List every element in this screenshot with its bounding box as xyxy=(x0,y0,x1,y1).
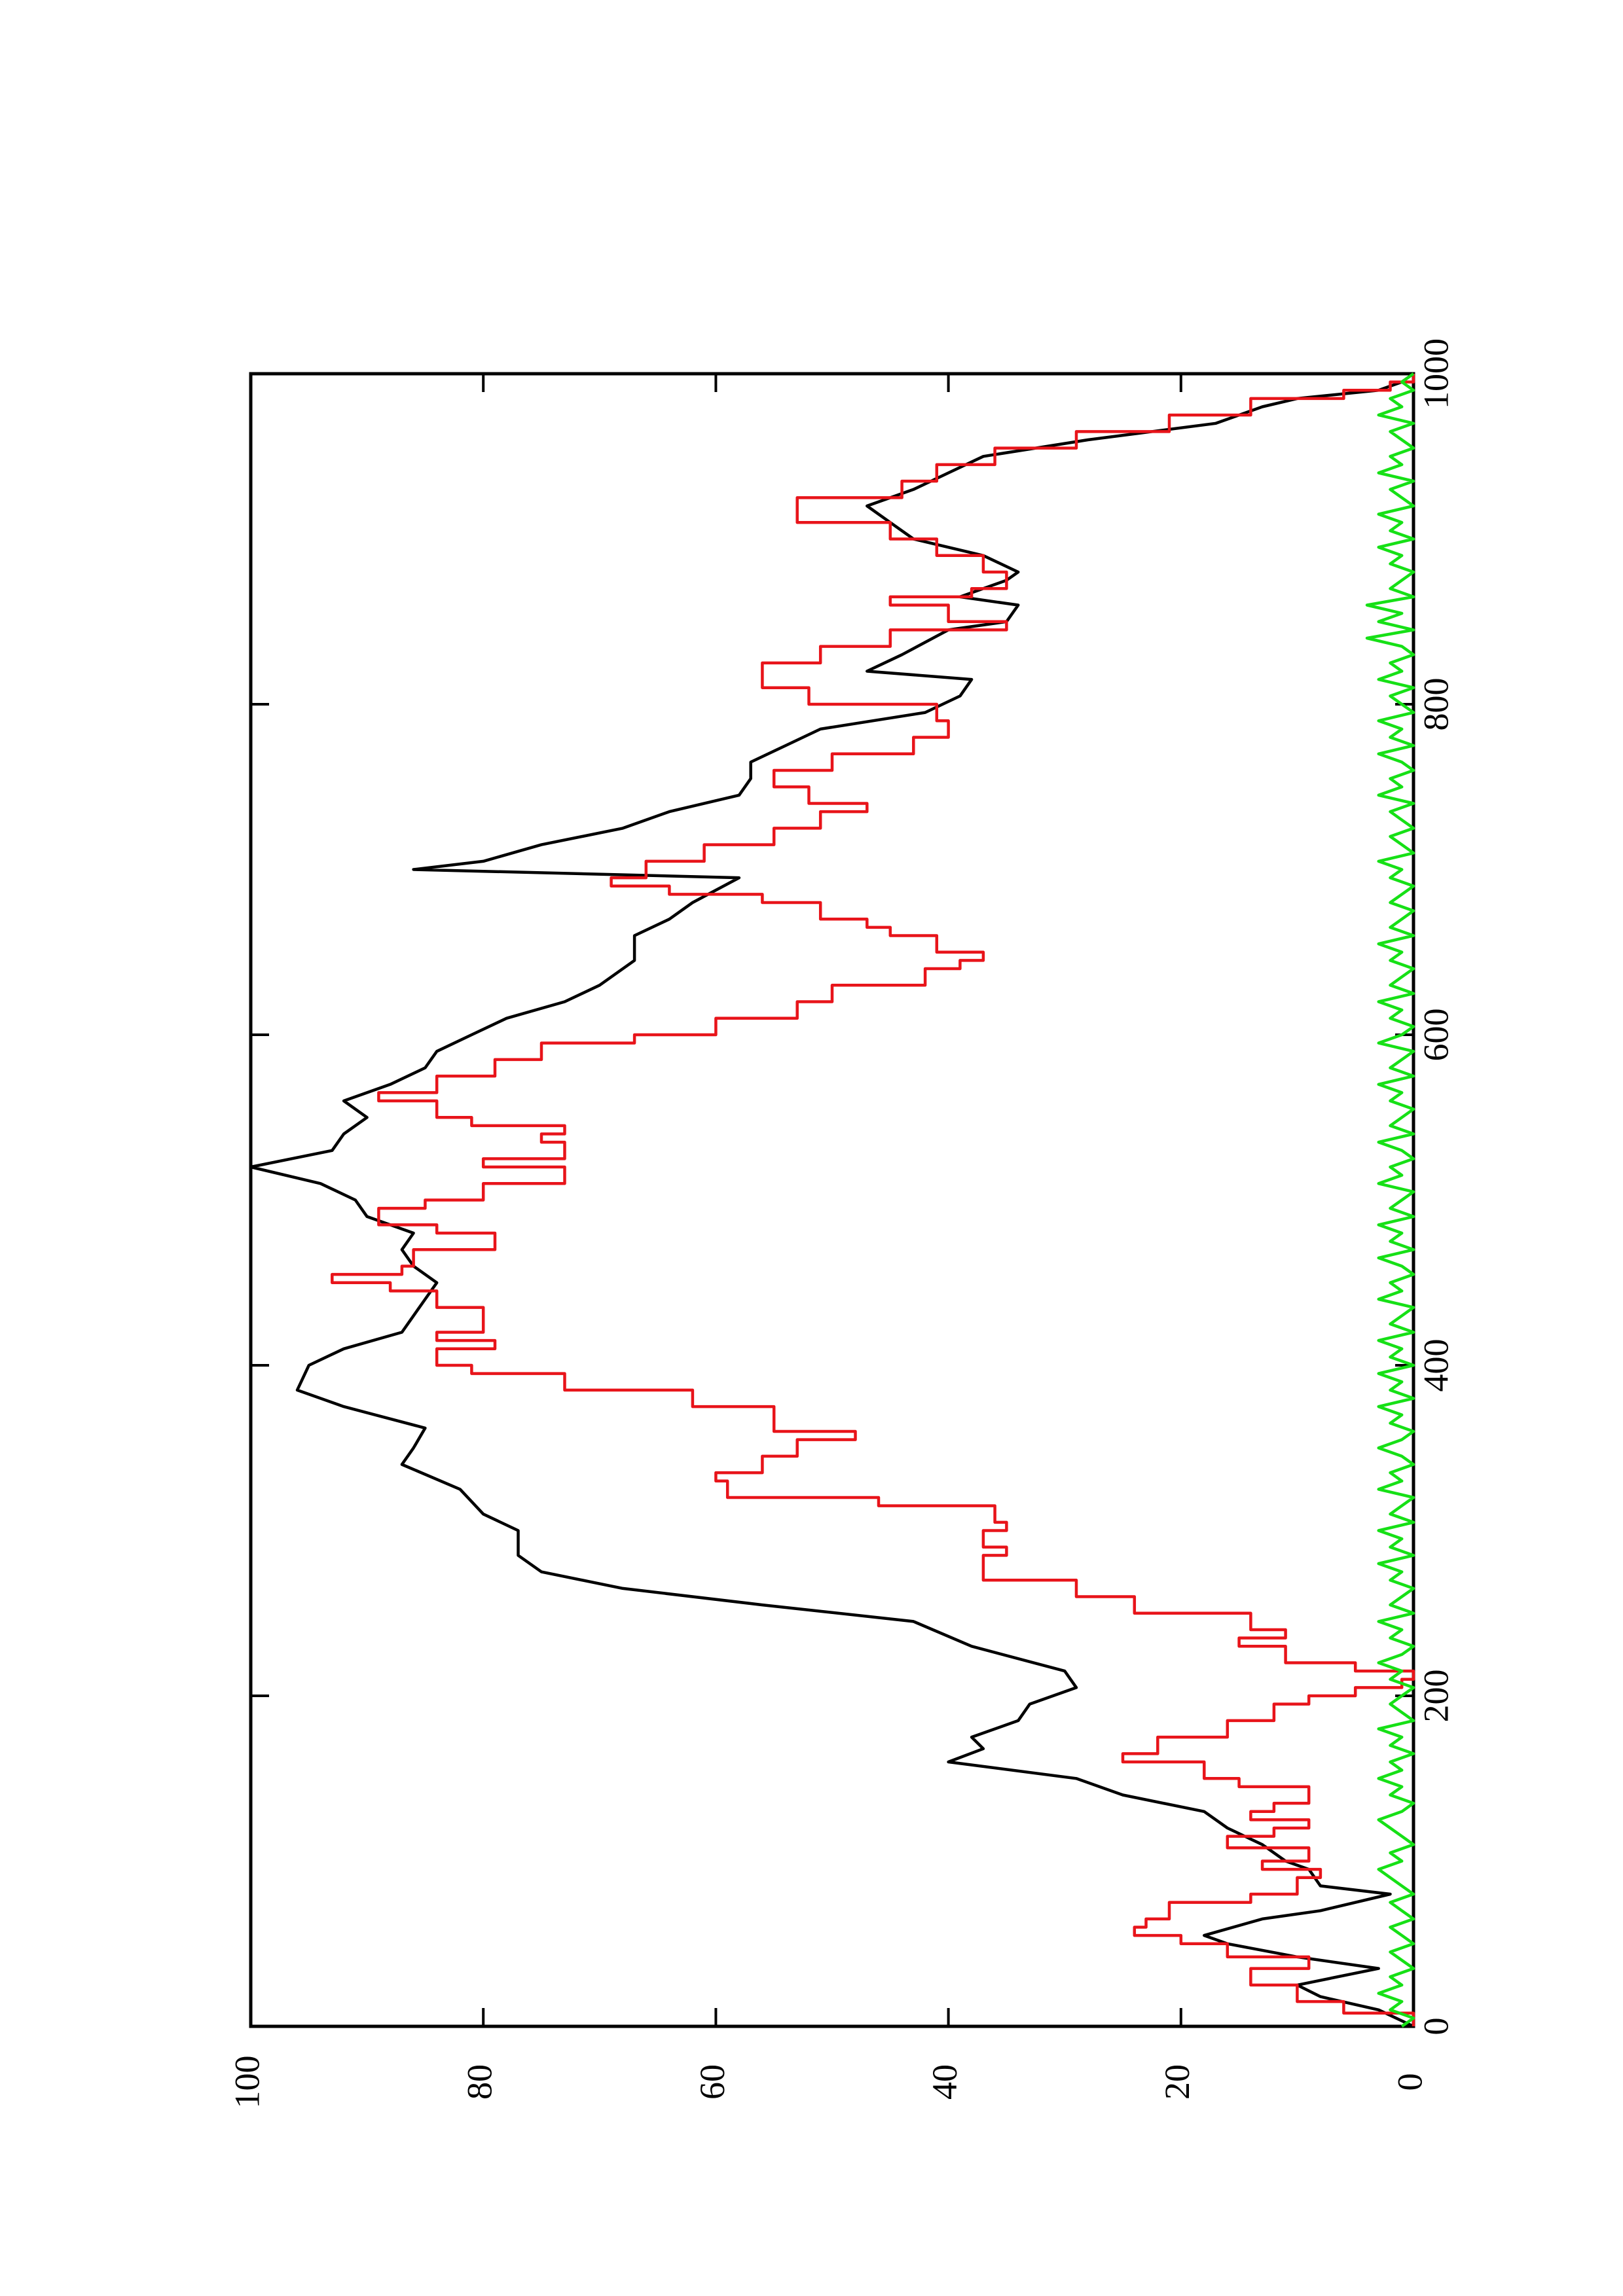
x-tick-label: 200 xyxy=(1416,1670,1455,1723)
x-tick-label: 600 xyxy=(1416,1009,1455,1062)
axis-tick-labels: 0 200 400 600 800 1000 0 20 40 60 80 100 xyxy=(227,338,1455,2109)
y-tick-label: 80 xyxy=(460,2064,500,2100)
y-tick-label: 100 xyxy=(227,2056,266,2109)
x-tick-label: 1000 xyxy=(1416,338,1455,409)
x-tick-label: 800 xyxy=(1416,678,1455,731)
x-tick-label: 0 xyxy=(1416,2018,1455,2036)
series-layer xyxy=(249,372,1415,2028)
y-tick-label: 60 xyxy=(693,2064,732,2100)
black-series-line xyxy=(249,372,1415,2028)
y-tick-label: 40 xyxy=(925,2064,964,2100)
y-tick-label: 20 xyxy=(1158,2064,1197,2100)
red-series-line xyxy=(331,374,1415,2026)
y-tick-label: 0 xyxy=(1390,2073,1429,2091)
x-tick-label: 400 xyxy=(1416,1339,1455,1392)
green-series-line xyxy=(1365,372,1415,2028)
plot-frame xyxy=(249,372,1415,2028)
